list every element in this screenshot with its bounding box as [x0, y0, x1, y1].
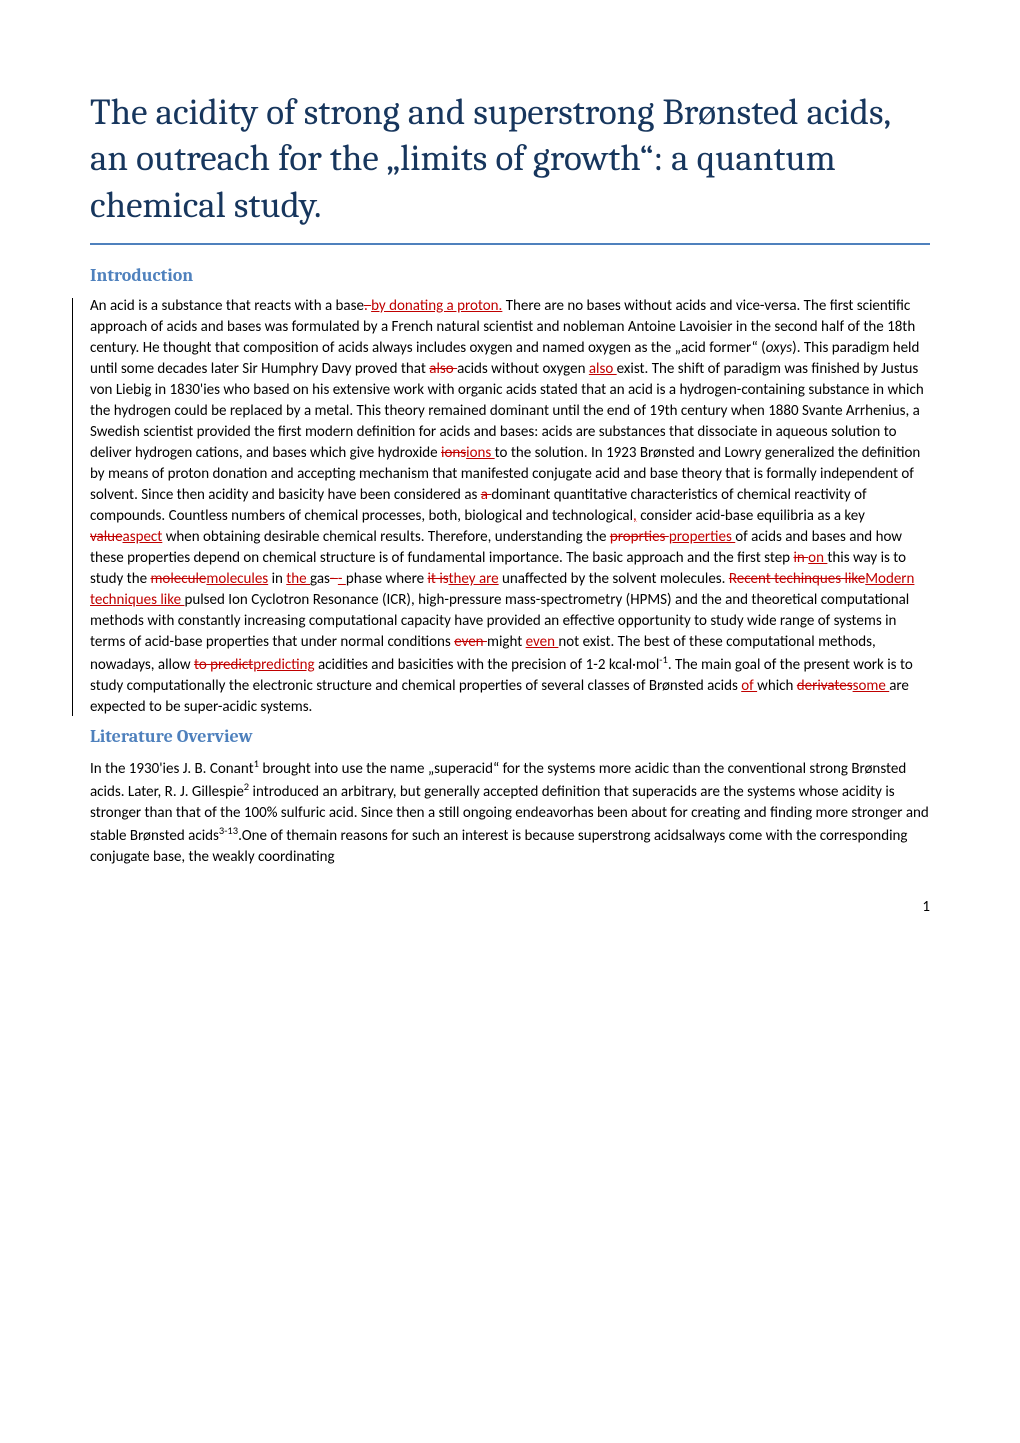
- page-title: The acidity of strong and superstrong Br…: [90, 90, 930, 229]
- tracked-deletion: ions: [441, 444, 466, 462]
- body-text: unaffected by the solvent molecules.: [499, 570, 729, 588]
- body-text: phase where: [346, 570, 428, 588]
- tracked-deletion: it is: [427, 570, 448, 588]
- body-text: acids without oxygen: [457, 360, 589, 378]
- tracked-deletion: -: [330, 570, 338, 588]
- tracked-insertion: predicting: [253, 656, 314, 674]
- tracked-insertion: ions: [466, 444, 495, 462]
- tracked-deletion: also: [429, 360, 457, 378]
- title-divider: [90, 243, 930, 245]
- tracked-deletion: value: [90, 528, 123, 546]
- section-heading-literature: Literature Overview: [90, 726, 930, 747]
- tracked-insertion: on: [808, 549, 827, 567]
- tracked-insertion: -: [338, 570, 346, 588]
- tracked-deletion: to predict: [194, 656, 253, 674]
- superscript: -1: [659, 653, 668, 666]
- tracked-insertion: even: [526, 633, 559, 651]
- body-text: in: [268, 570, 286, 588]
- body-text: In the 1930'ies J. B. Conant: [90, 760, 254, 778]
- page-number: 1: [90, 898, 930, 916]
- tracked-insertion: by donating a proton.: [371, 297, 502, 315]
- tracked-deletion: molecule: [150, 570, 206, 588]
- tracked-insertion: the: [286, 570, 310, 588]
- tracked-deletion: proprties: [610, 528, 669, 546]
- tracked-deletion: Recent techinques like: [729, 570, 865, 588]
- superscript-ref: 3-13: [219, 824, 238, 837]
- body-text: when obtaining desirable chemical result…: [162, 528, 610, 546]
- body-text: which: [757, 677, 797, 695]
- tracked-insertion: aspect: [123, 528, 163, 546]
- section-heading-introduction: Introduction: [90, 265, 930, 286]
- tracked-deletion: a: [481, 486, 492, 504]
- body-text: acidities and basicities with the precis…: [315, 656, 660, 674]
- tracked-insertion: they are: [448, 570, 498, 588]
- tracked-insertion: properties: [669, 528, 735, 546]
- tracked-insertion: of: [741, 677, 757, 695]
- literature-paragraph: In the 1930'ies J. B. Conant1 brought in…: [90, 757, 930, 868]
- tracked-deletion: even: [454, 633, 487, 651]
- italic-text: oxys: [766, 339, 792, 357]
- tracked-insertion: molecules: [206, 570, 268, 588]
- tracked-deletion: in: [793, 549, 808, 567]
- body-text: An acid is a substance that reacts with …: [90, 297, 364, 315]
- tracked-insertion: also: [589, 360, 617, 378]
- body-text: might: [487, 633, 526, 651]
- body-text: consider acid-base equilibria as a key: [637, 507, 865, 525]
- tracked-deletion: derivates: [797, 677, 853, 695]
- intro-paragraph: An acid is a substance that reacts with …: [90, 296, 930, 718]
- tracked-insertion: some: [853, 677, 890, 695]
- body-text: gas: [310, 570, 330, 588]
